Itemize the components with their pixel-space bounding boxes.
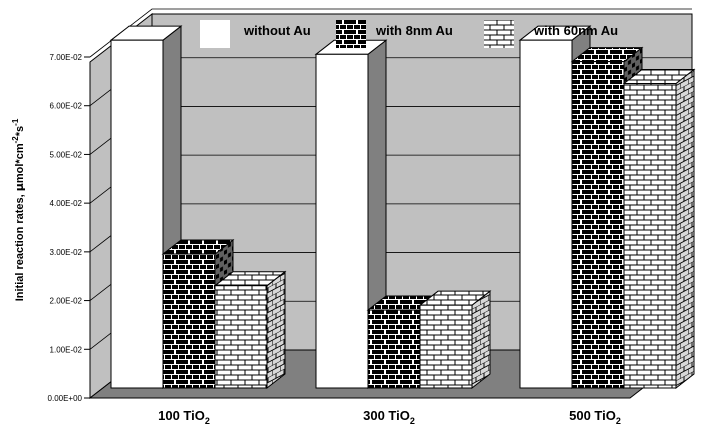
y-tick-label: 2.00E-02: [50, 297, 83, 306]
legend-label-8nm-au: with 8nm Au: [375, 23, 453, 38]
y-tick-label: 3.00E-02: [50, 248, 83, 257]
bar: [418, 290, 492, 390]
x-category-label: 100 TiO2: [158, 408, 210, 426]
bar: [109, 25, 183, 390]
bar-front: [519, 39, 573, 389]
y-tick-label: 4.00E-02: [50, 199, 83, 208]
legend-label-without-au: without Au: [243, 23, 311, 38]
legend-swatch-60nm-au: [484, 20, 514, 48]
bar-front: [623, 83, 677, 389]
y-tick-label: 1.00E-02: [50, 345, 83, 354]
bars: [109, 25, 696, 390]
x-category-label: 300 TiO2: [363, 408, 415, 426]
legend-swatch-8nm-au: [336, 20, 366, 48]
y-tick-label: 5.00E-02: [50, 150, 83, 159]
bar-front: [214, 285, 268, 389]
bar-side: [471, 290, 491, 390]
bar: [213, 270, 287, 390]
y-tick-label: 7.00E-02: [50, 53, 83, 62]
bar-side: [675, 68, 695, 390]
bar-front: [571, 61, 625, 389]
x-category-label: 500 TiO2: [569, 408, 621, 426]
bar-front: [367, 309, 421, 389]
bar: [622, 68, 696, 390]
y-axis: 0.00E+00 1.00E-02 2.00E-02 3.00E-02 4.00E-02…: [48, 53, 91, 403]
legend: without Au with 8nm Au with 60nm Au: [200, 20, 618, 48]
bar-front: [110, 39, 164, 389]
bar-front: [315, 53, 369, 389]
bar: [314, 39, 388, 390]
x-axis-categories: 100 TiO2 300 TiO2 500 TiO2: [158, 408, 621, 426]
y-tick-label: 0.00E+00: [48, 394, 83, 403]
bar-side: [266, 270, 286, 390]
bar-front: [419, 304, 473, 389]
y-tick-label: 6.00E-02: [50, 102, 83, 111]
legend-swatch-without-au: [200, 20, 230, 48]
bar-front: [162, 253, 216, 389]
y-axis-label: Initial reaction rates, μmol*cm-2*s-1: [11, 118, 26, 301]
legend-label-60nm-au: with 60nm Au: [533, 23, 618, 38]
